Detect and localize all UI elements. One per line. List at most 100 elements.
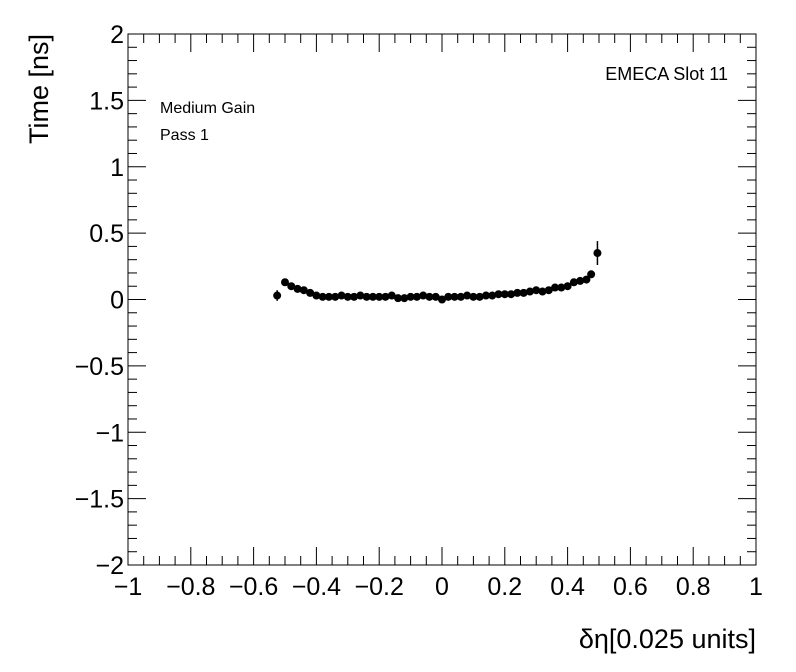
marker xyxy=(513,288,522,297)
y-tick-label: −1.5 xyxy=(75,486,124,514)
y-tick-label: 1 xyxy=(110,154,124,182)
marker xyxy=(532,286,541,295)
x-tick-label: −0.4 xyxy=(292,573,341,601)
marker xyxy=(582,275,591,284)
x-axis-title: δη[0.025 units] xyxy=(579,624,756,654)
marker xyxy=(362,292,371,301)
marker xyxy=(306,288,315,297)
data-point xyxy=(463,291,472,300)
marker xyxy=(425,292,434,301)
data-point xyxy=(412,292,421,301)
marker xyxy=(538,287,547,296)
marker xyxy=(469,292,478,301)
x-tick-label: 0.2 xyxy=(487,573,522,601)
marker xyxy=(557,283,566,292)
x-tick-label: 0.8 xyxy=(676,573,711,601)
data-point xyxy=(507,290,516,299)
marker xyxy=(488,291,497,300)
x-tick-label: −0.6 xyxy=(229,573,278,601)
data-point xyxy=(569,278,578,287)
data-point xyxy=(500,290,509,299)
data-points xyxy=(273,241,602,304)
x-tick-label: 0.4 xyxy=(550,573,585,601)
y-tick-label: −2 xyxy=(95,552,124,580)
data-point xyxy=(544,286,553,295)
marker xyxy=(318,292,327,301)
data-point xyxy=(337,291,346,300)
data-point xyxy=(519,288,528,297)
marker xyxy=(343,292,352,301)
data-point xyxy=(400,294,409,303)
marker xyxy=(381,292,390,301)
marker xyxy=(576,276,585,285)
y-axis-title: Time [ns] xyxy=(24,34,54,144)
axis-ticks xyxy=(127,33,757,566)
data-point xyxy=(381,292,390,301)
data-point xyxy=(587,270,596,279)
marker xyxy=(507,290,516,299)
marker xyxy=(563,282,572,291)
data-point xyxy=(368,292,377,301)
marker xyxy=(551,283,560,292)
data-point xyxy=(406,292,415,301)
data-point xyxy=(273,290,282,301)
x-tick-labels: −1 −0.8 −0.6 −0.4 −0.2 0 0.2 0.4 0.6 0.8 1 xyxy=(114,573,763,601)
marker xyxy=(419,291,428,300)
data-point xyxy=(324,292,333,301)
y-tick-label: 2 xyxy=(110,21,124,49)
marker xyxy=(400,294,409,303)
data-point xyxy=(350,292,359,301)
y-tick-labels: −2 −1.5 −1 −0.5 0 0.5 1 1.5 2 xyxy=(75,21,124,580)
y-tick-label: 0 xyxy=(110,287,124,315)
data-point xyxy=(318,292,327,301)
data-point xyxy=(331,292,340,301)
data-point xyxy=(394,294,403,303)
marker xyxy=(587,270,596,279)
x-tick-label: 0.6 xyxy=(613,573,648,601)
marker xyxy=(387,291,396,300)
data-point xyxy=(343,292,352,301)
marker xyxy=(500,290,509,299)
data-point xyxy=(525,287,534,296)
marker xyxy=(444,292,453,301)
x-tick-label: 1 xyxy=(749,573,763,601)
marker xyxy=(331,292,340,301)
data-point xyxy=(293,284,302,293)
data-point xyxy=(362,292,371,301)
data-point xyxy=(431,292,440,301)
data-point xyxy=(299,286,308,295)
marker xyxy=(463,291,472,300)
marker xyxy=(525,287,534,296)
data-point xyxy=(425,292,434,301)
x-tick-label: −1 xyxy=(114,573,143,601)
marker xyxy=(375,292,384,301)
marker xyxy=(287,282,296,291)
data-point xyxy=(312,291,321,300)
marker xyxy=(337,291,346,300)
marker xyxy=(281,278,289,287)
data-point xyxy=(475,292,484,301)
marker xyxy=(299,286,308,295)
data-point xyxy=(576,276,585,285)
marker xyxy=(456,292,465,301)
data-point xyxy=(287,282,296,291)
data-point xyxy=(450,292,459,301)
data-point xyxy=(532,286,541,295)
x-tick-label: −0.2 xyxy=(355,573,404,601)
marker xyxy=(544,286,553,295)
marker xyxy=(406,292,415,301)
marker xyxy=(324,292,333,301)
data-point xyxy=(456,292,465,301)
data-point xyxy=(488,291,497,300)
x-tick-label: 0 xyxy=(435,573,449,601)
data-point xyxy=(593,241,602,265)
marker xyxy=(350,292,359,301)
data-point xyxy=(538,287,547,296)
marker xyxy=(519,288,528,297)
data-point xyxy=(356,291,365,300)
marker xyxy=(431,292,440,301)
marker xyxy=(450,292,459,301)
data-point xyxy=(375,292,384,301)
marker xyxy=(593,249,602,258)
marker xyxy=(569,278,578,287)
